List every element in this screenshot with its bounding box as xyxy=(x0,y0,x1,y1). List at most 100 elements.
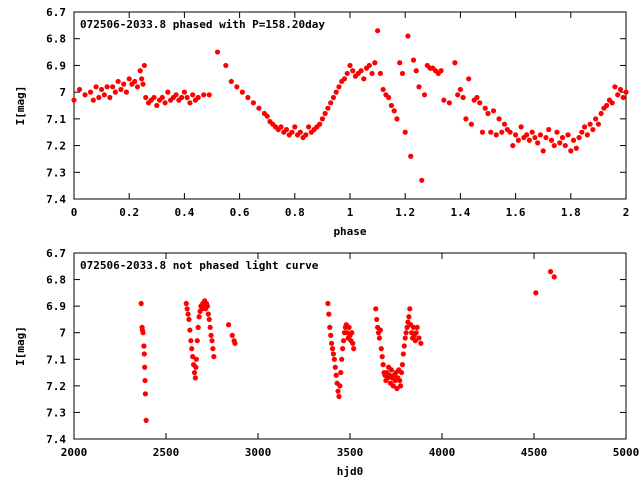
data-point xyxy=(228,78,234,85)
x-tick-label: 1.4 xyxy=(450,206,470,219)
data-point xyxy=(590,126,596,133)
data-point xyxy=(548,137,555,143)
data-point xyxy=(82,92,88,98)
data-point xyxy=(513,132,519,138)
data-point xyxy=(341,76,348,82)
data-point xyxy=(339,356,345,362)
data-point xyxy=(137,68,143,74)
x-tick-label: 4500 xyxy=(521,446,548,459)
data-point xyxy=(303,132,309,138)
data-point xyxy=(419,177,425,183)
data-point xyxy=(140,81,146,87)
data-point xyxy=(490,108,497,114)
data-point xyxy=(142,377,148,384)
data-point xyxy=(402,129,408,135)
data-point xyxy=(118,86,124,93)
data-point xyxy=(377,327,383,333)
data-point xyxy=(398,383,404,389)
data-point xyxy=(455,92,461,98)
data-point xyxy=(283,126,290,133)
data-point xyxy=(399,362,406,368)
data-point xyxy=(317,121,323,127)
data-point xyxy=(328,100,334,106)
data-point xyxy=(87,89,94,95)
data-point xyxy=(493,132,499,138)
chart-title: 072506-2033.8 not phased light curve xyxy=(80,259,319,272)
data-point xyxy=(413,68,419,74)
data-point xyxy=(582,124,588,130)
data-point xyxy=(350,68,356,74)
data-point xyxy=(184,306,190,312)
x-tick-label: 2000 xyxy=(61,446,88,459)
x-tick-label: 1 xyxy=(347,206,354,219)
data-point xyxy=(579,129,585,135)
data-point xyxy=(189,346,195,352)
data-point xyxy=(570,137,577,143)
data-point xyxy=(350,340,356,346)
data-point xyxy=(573,145,579,151)
data-point xyxy=(397,377,403,384)
data-point xyxy=(186,316,192,323)
y-tick-label: 7.3 xyxy=(46,406,66,419)
data-point xyxy=(184,94,190,101)
data-point xyxy=(211,354,217,360)
data-point xyxy=(612,84,618,90)
data-point xyxy=(361,76,367,82)
data-point xyxy=(183,300,189,307)
y-tick-label: 6.8 xyxy=(46,33,66,46)
data-point xyxy=(438,68,444,74)
data-point xyxy=(327,324,333,330)
data-point xyxy=(386,94,392,101)
data-point xyxy=(593,116,599,122)
data-points xyxy=(138,269,557,423)
data-point xyxy=(151,94,157,101)
data-point xyxy=(195,324,201,330)
chart-title: 072506-2033.8 phased with P=158.20day xyxy=(80,18,325,31)
data-point xyxy=(194,338,200,344)
data-point xyxy=(576,134,582,141)
data-point xyxy=(378,346,384,352)
y-axis-label: I[mag] xyxy=(14,86,27,126)
data-point xyxy=(410,324,417,330)
data-point xyxy=(457,86,463,93)
y-tick-label: 6.9 xyxy=(46,300,66,313)
data-point xyxy=(394,116,400,122)
y-tick-label: 7.2 xyxy=(46,380,66,393)
data-point xyxy=(405,33,411,39)
data-point xyxy=(421,92,428,98)
data-point xyxy=(510,142,516,149)
data-point xyxy=(193,364,199,370)
data-point xyxy=(604,102,610,109)
data-point xyxy=(441,97,447,103)
data-point xyxy=(209,338,215,344)
data-point xyxy=(154,102,160,109)
data-point xyxy=(329,340,335,346)
data-point xyxy=(388,102,394,109)
x-tick-label: 1.8 xyxy=(561,206,581,219)
data-point xyxy=(330,351,337,357)
data-point xyxy=(206,316,212,323)
data-point xyxy=(181,89,187,95)
data-point xyxy=(376,335,383,341)
data-point xyxy=(132,78,138,85)
data-point xyxy=(524,132,530,138)
data-point xyxy=(187,100,193,106)
data-point xyxy=(192,375,199,381)
phased-light-curve-panel: 0 0.2 0.4 0.6 0.8 1 1.2 1.4 1.6 1.8 2 6.7 6.8 6.9 7 7.1… xyxy=(14,6,629,238)
data-point xyxy=(332,364,338,370)
data-point xyxy=(204,303,210,309)
data-point xyxy=(406,314,412,320)
data-point xyxy=(537,132,544,138)
data-point xyxy=(414,324,420,330)
data-point xyxy=(404,324,410,330)
data-point xyxy=(335,388,341,394)
y-tick-label: 7.4 xyxy=(46,433,66,446)
data-point xyxy=(201,92,207,98)
y-tick-label: 6.7 xyxy=(46,247,66,260)
data-point xyxy=(322,110,328,117)
data-point xyxy=(123,89,130,95)
data-point xyxy=(344,70,350,77)
x-tick-label: 2 xyxy=(623,206,630,219)
data-point xyxy=(338,369,344,376)
data-point xyxy=(598,110,604,117)
